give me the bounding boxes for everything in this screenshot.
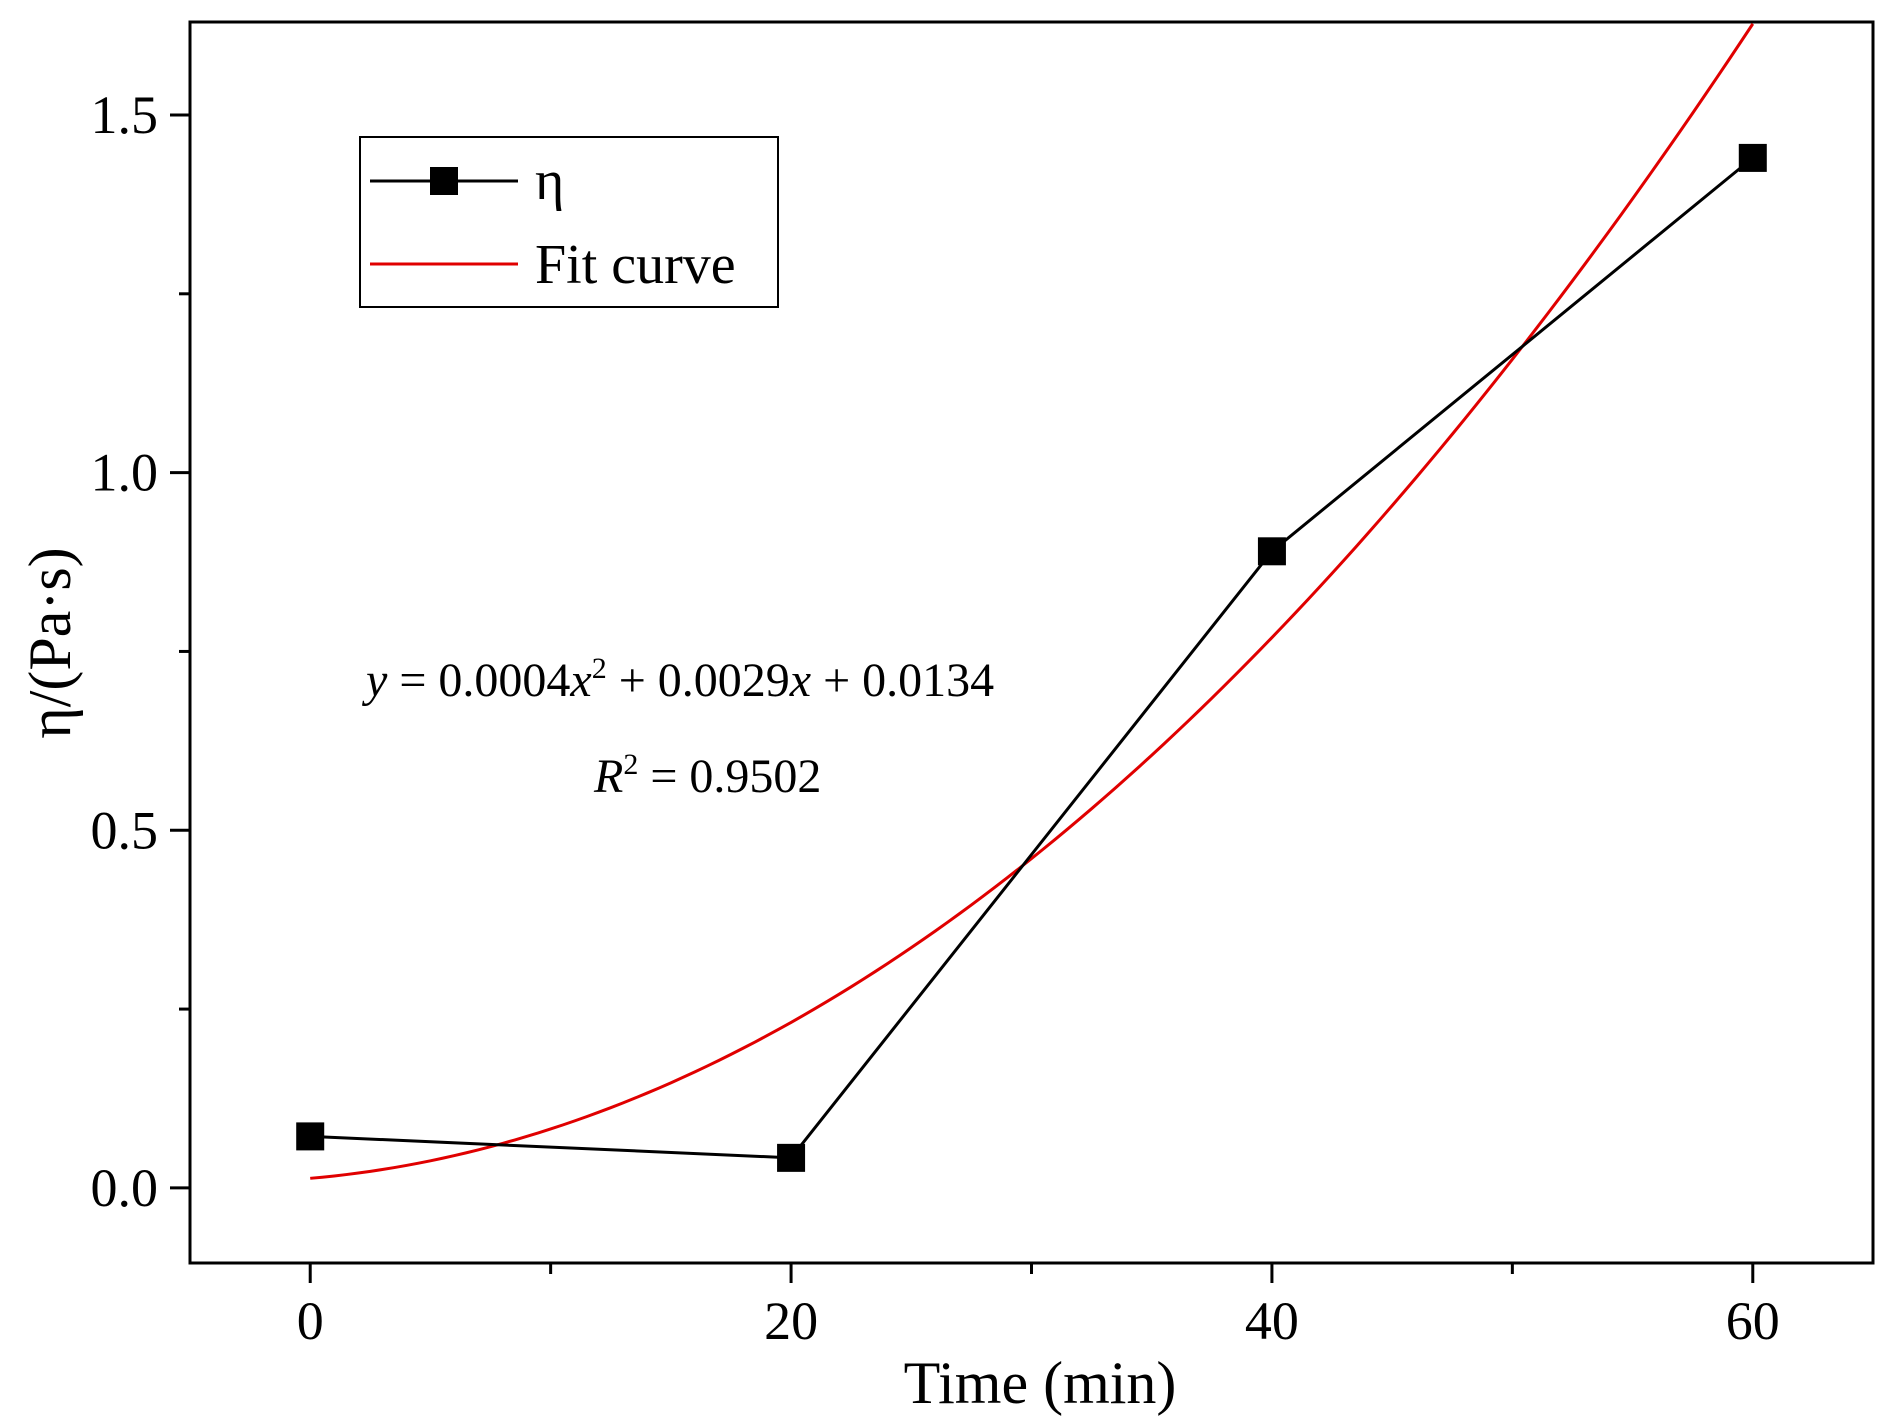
y-tick-label: 0.5: [91, 800, 159, 860]
r-squared: R2 = 0.9502: [593, 748, 821, 803]
eta-data-point: [1738, 143, 1767, 172]
eta-data-point: [1257, 537, 1286, 566]
eta-data-point: [296, 1122, 325, 1151]
legend: η Fit curve: [359, 136, 779, 308]
eta-series-markers: [296, 143, 1767, 1172]
eta-series-line: [310, 156, 1754, 1160]
legend-eta-marker: [430, 167, 458, 195]
eta-data-point: [777, 1143, 806, 1172]
fit-curve-line: [310, 23, 1755, 1180]
y-axis-ticks: 0.0 0.5 1.0 1.5: [91, 85, 190, 1218]
x-tick-label: 20: [764, 1291, 818, 1351]
y-tick-label: 1.5: [91, 85, 159, 145]
y-axis-title: η/(Pa·s): [17, 547, 83, 738]
x-axis-title: Time (min): [904, 1350, 1177, 1416]
y-tick-label: 1.0: [91, 443, 159, 503]
fit-equation: y = 0.0004x2 + 0.0029x + 0.0134: [361, 652, 994, 707]
legend-box: [359, 136, 779, 308]
x-tick-label: 40: [1245, 1291, 1299, 1351]
x-tick-label: 0: [297, 1291, 324, 1351]
legend-eta-label: η: [535, 150, 564, 212]
x-tick-label: 60: [1726, 1291, 1780, 1351]
x-axis-ticks: 0 20 40 60: [297, 1263, 1780, 1351]
legend-fit-label: Fit curve: [535, 234, 736, 296]
y-tick-label: 0.0: [91, 1158, 159, 1218]
